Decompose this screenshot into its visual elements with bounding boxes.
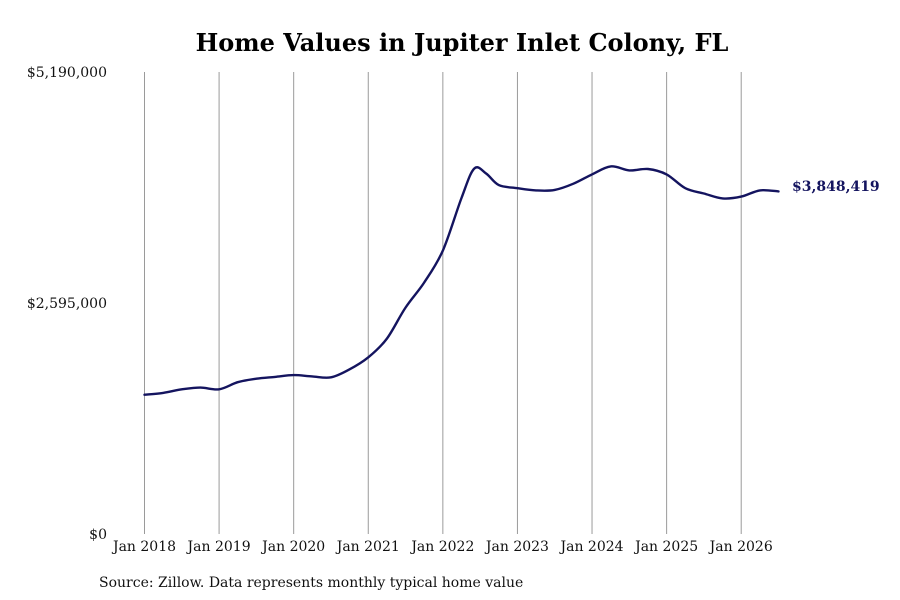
series-layer: [143, 165, 780, 396]
y-axis-ticks: $0 $2,595,000 $5,190,000: [27, 65, 107, 543]
x-tick-label: Jan 2026: [708, 539, 773, 555]
y-tick-label: $2,595,000: [27, 296, 107, 312]
x-tick-label: Jan 2021: [335, 539, 400, 555]
x-tick-label: Jan 2023: [484, 539, 549, 555]
x-tick-label: Jan 2022: [409, 539, 474, 555]
x-tick-label: Jan 2025: [633, 539, 698, 555]
last-value-label: $3,848,419: [792, 179, 880, 195]
gridlines: [144, 72, 742, 534]
x-axis-ticks: Jan 2018 Jan 2019 Jan 2020 Jan 2021 Jan 2022…: [111, 539, 773, 555]
source-note: Source: Zillow. Data represents monthly …: [99, 575, 523, 591]
home-value-line: [143, 165, 780, 396]
x-tick-label: Jan 2020: [260, 539, 325, 555]
x-tick-label: Jan 2024: [558, 539, 623, 555]
chart-title: Home Values in Jupiter Inlet Colony, FL: [196, 28, 729, 57]
y-tick-label: $5,190,000: [27, 65, 107, 81]
x-tick-label: Jan 2019: [186, 539, 251, 555]
x-tick-label: Jan 2018: [111, 539, 176, 555]
y-tick-label: $0: [89, 527, 107, 543]
